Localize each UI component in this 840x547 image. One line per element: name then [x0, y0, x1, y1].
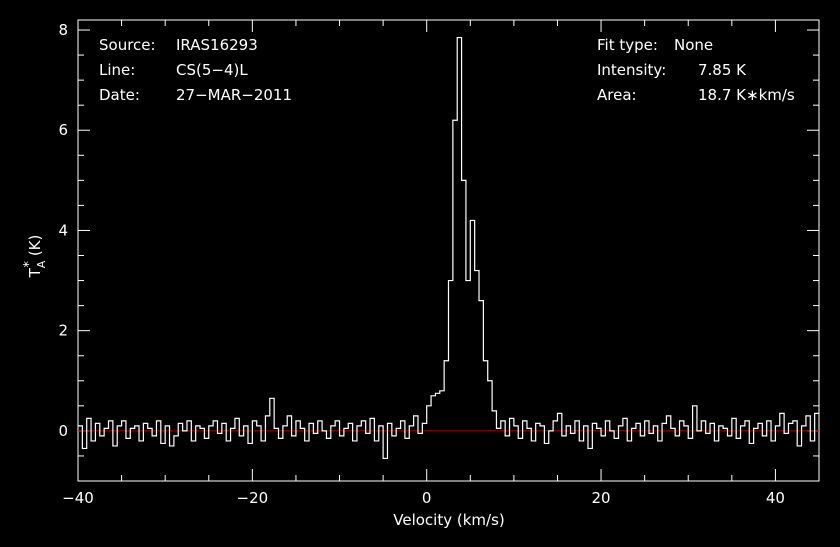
info-right-label: Fit type: — [597, 36, 658, 54]
y-axis-label-main: T — [26, 267, 44, 278]
info-right-value: None — [674, 36, 713, 54]
info-right-value: 7.85 K — [698, 61, 747, 79]
y-tick-label: 8 — [58, 21, 68, 39]
y-tick-label: 0 — [58, 422, 68, 440]
info-left-label: Line: — [99, 61, 135, 79]
info-left-value: CS(5−4)L — [176, 61, 248, 79]
y-axis-label-sub: A — [35, 260, 48, 268]
x-axis-label: Velocity (km/s) — [393, 511, 504, 529]
axis-ticks — [77, 20, 820, 482]
y-axis-label-unit: (K) — [26, 235, 44, 257]
info-right-label: Intensity: — [597, 61, 666, 79]
info-right-value: 18.7 K∗km/s — [698, 86, 795, 104]
y-axis-label-sup: * — [22, 261, 37, 268]
info-left-label: Date: — [99, 86, 140, 104]
x-tick-label: 20 — [592, 489, 611, 507]
spectrum-line — [78, 36, 819, 460]
info-left-label: Source: — [99, 36, 156, 54]
x-tick-label: −20 — [237, 489, 269, 507]
y-axis-label: TA* (K) — [22, 235, 48, 279]
svg-text:TA*(K): TA* (K) — [22, 235, 48, 279]
y-tick-label: 2 — [58, 322, 68, 340]
info-left: Source: IRAS16293 Line: CS(5−4)L Date: 2… — [99, 36, 292, 104]
y-tick-label: 4 — [58, 221, 68, 239]
info-right-label: Area: — [597, 86, 637, 104]
x-tick-label: 0 — [422, 489, 432, 507]
info-left-value: IRAS16293 — [176, 36, 258, 54]
x-tick-label: 40 — [766, 489, 785, 507]
y-tick-label: 6 — [58, 121, 68, 139]
info-right: Fit type: None Intensity: 7.85 K Area: 1… — [597, 36, 795, 104]
info-left-value: 27−MAR−2011 — [176, 86, 292, 104]
plot-frame — [77, 19, 820, 482]
axis-tick-labels: −40 −20 0 20 40 0 2 4 6 8 — [58, 21, 785, 507]
x-tick-label: −40 — [62, 489, 94, 507]
